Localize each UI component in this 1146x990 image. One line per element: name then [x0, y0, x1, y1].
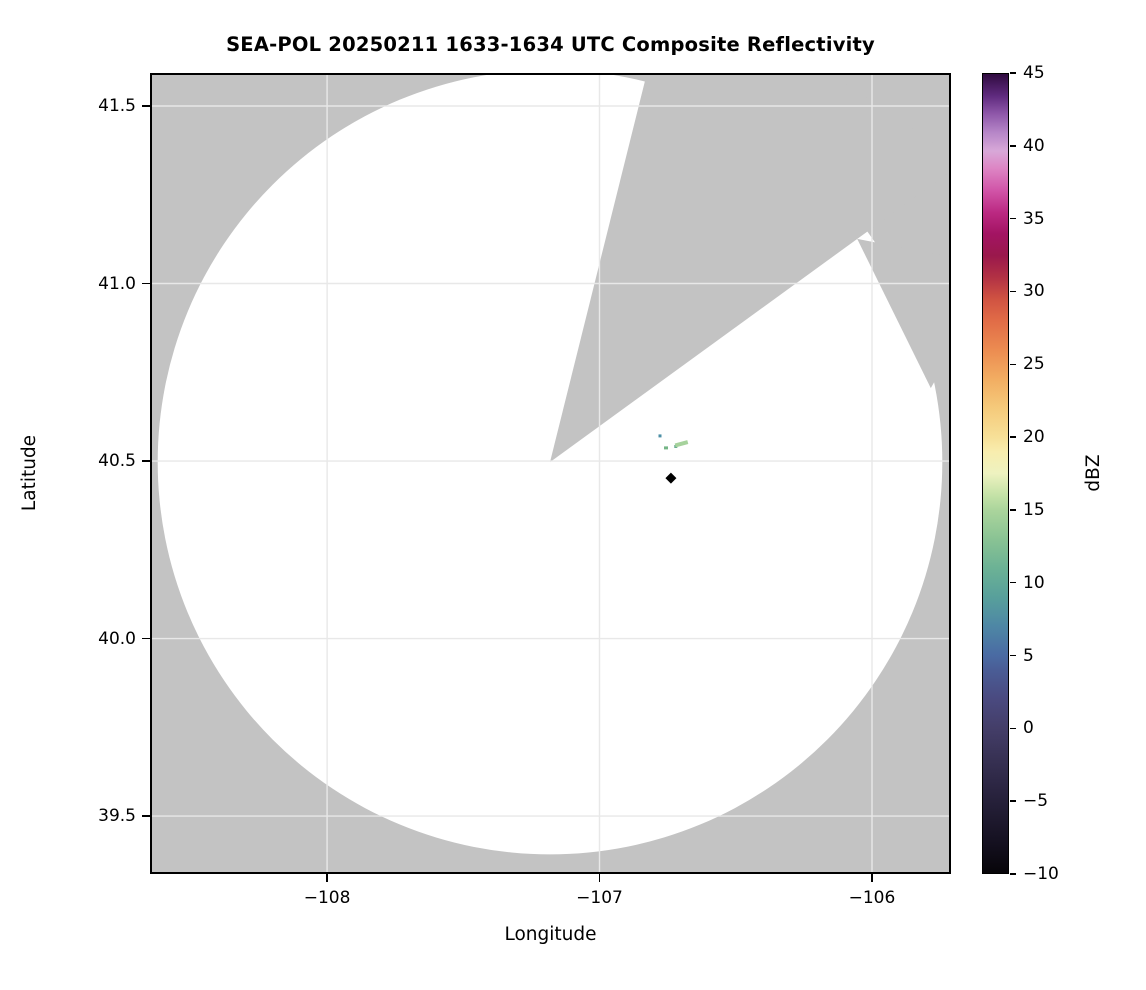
y-tick-label: 41.5 [98, 96, 136, 117]
colorbar-tick-label: −10 [1023, 864, 1059, 884]
echo-pixel [674, 440, 689, 448]
colorbar-tick [1010, 873, 1016, 875]
colorbar-label: dBZ [1083, 454, 1104, 492]
plot-area [150, 73, 951, 874]
y-tick-label: 40.5 [98, 451, 136, 472]
plot-title: SEA-POL 20250211 1633-1634 UTC Composite… [226, 33, 875, 56]
x-tick-label: −106 [848, 888, 896, 908]
colorbar-tick [1010, 290, 1016, 293]
x-tick [871, 874, 873, 882]
y-tick [142, 282, 150, 285]
y-axis-label: Latitude [19, 434, 40, 512]
echo-pixel [664, 446, 668, 450]
colorbar-tick-label: 45 [1023, 63, 1045, 83]
x-axis-label: Longitude [504, 924, 597, 945]
colorbar-tick-label: −5 [1023, 791, 1049, 812]
x-tick-label: −107 [576, 888, 623, 908]
colorbar-gradient [982, 73, 1009, 874]
colorbar-tick [1010, 72, 1016, 74]
colorbar-tick-label: 5 [1023, 645, 1034, 666]
colorbar-tick [1010, 363, 1016, 366]
colorbar-tick-label: 0 [1023, 718, 1034, 739]
radar-marker-diamond [665, 472, 677, 484]
y-tick [142, 815, 150, 817]
colorbar-tick [1010, 800, 1016, 802]
x-tick-label: −108 [303, 888, 351, 908]
colorbar-tick [1010, 145, 1016, 147]
y-tick-label: 41.0 [98, 273, 136, 294]
y-tick-label: 39.5 [98, 806, 136, 827]
blocked-sector [550, 73, 951, 463]
x-tick [598, 874, 601, 882]
colorbar-tick-label: 40 [1023, 135, 1045, 156]
partial-blocked-sector [857, 238, 951, 389]
colorbar-tick [1010, 509, 1016, 511]
echo-pixel [658, 434, 662, 438]
y-tick-label: 40.0 [98, 628, 136, 649]
colorbar-tick-label: 35 [1023, 208, 1045, 229]
plot-frame [150, 73, 951, 874]
y-tick [142, 637, 150, 640]
colorbar-tick [1010, 436, 1016, 438]
colorbar-tick-label: 20 [1023, 427, 1045, 448]
y-tick [142, 105, 150, 107]
x-tick [326, 874, 328, 882]
colorbar-tick-label: 15 [1023, 499, 1045, 520]
y-tick [142, 460, 150, 462]
colorbar-tick [1010, 581, 1016, 584]
colorbar-tick [1010, 654, 1016, 657]
colorbar-tick [1010, 727, 1016, 730]
colorbar-tick-label: 30 [1023, 281, 1045, 302]
colorbar-tick-label: 25 [1023, 354, 1045, 375]
colorbar-tick-label: 10 [1023, 572, 1045, 593]
colorbar-tick [1010, 217, 1016, 220]
